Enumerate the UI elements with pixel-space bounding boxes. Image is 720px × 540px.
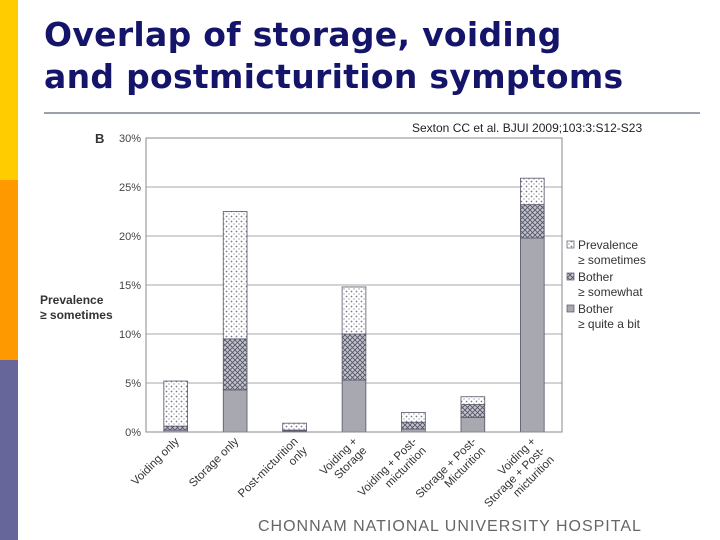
- x-tick-label: Voiding +Storage: [318, 435, 370, 487]
- sidebar-stripe-purple: [0, 360, 18, 540]
- panel-label: B: [95, 131, 104, 146]
- slide-title-line-2: and postmicturition symptoms: [44, 57, 624, 96]
- y-axis-label-line-2: ≥ sometimes: [40, 308, 113, 322]
- sidebar-stripe-yellow: [0, 0, 18, 180]
- bar-segment: [460, 404, 486, 418]
- slide-title-line-1: Overlap of storage, voiding: [44, 15, 562, 54]
- bar-segment: [341, 333, 367, 381]
- y-tick-label: 5%: [125, 378, 141, 390]
- y-axis-label-line-1: Prevalence: [40, 293, 104, 307]
- legend-label: Bother: [578, 302, 613, 316]
- legend-label: Bother: [578, 270, 613, 284]
- legend-label: Prevalence: [578, 238, 638, 252]
- bar-segment: [460, 396, 486, 405]
- slide-title: Overlap of storage, voiding and postmict…: [44, 14, 704, 98]
- x-tick-label-line: Storage only: [187, 435, 241, 489]
- footer-institution: CHONNAM NATIONAL UNIVERSITY HOSPITAL: [258, 518, 642, 535]
- legend-label: ≥ sometimes: [578, 253, 646, 267]
- title-divider: [44, 112, 700, 114]
- bar-segment: [460, 416, 486, 433]
- bar-segment: [222, 338, 248, 391]
- bar-segment: [341, 379, 367, 433]
- legend-label: ≥ somewhat: [578, 285, 643, 299]
- bar-segment: [401, 411, 426, 423]
- sidebar-stripe-orange: [0, 180, 18, 360]
- x-tick-label: Voiding +Storage + Post-micturition: [473, 435, 557, 519]
- bar-segment: [520, 177, 545, 206]
- legend-swatch: [566, 272, 575, 281]
- legend-swatch: [566, 240, 575, 249]
- y-tick-label: 15%: [119, 280, 141, 292]
- y-tick-label: 0%: [125, 427, 141, 439]
- y-tick-label: 10%: [119, 329, 141, 341]
- x-tick-label: Storage + Post-Micturition: [414, 436, 489, 511]
- bar-segment: [163, 380, 188, 427]
- bar-segment: [520, 204, 545, 239]
- bar-segment: [401, 421, 426, 430]
- bar-segment: [341, 286, 367, 335]
- bar-segment: [282, 422, 307, 431]
- bar-segment: [222, 389, 248, 433]
- bar-segment: [520, 237, 545, 433]
- x-tick-label-line: Voiding only: [129, 435, 182, 488]
- bar-segment: [222, 211, 248, 340]
- bar-segment: [163, 425, 188, 431]
- x-tick-label: Storage only: [187, 435, 241, 489]
- plot-frame: [145, 137, 563, 433]
- y-tick-label: 20%: [119, 231, 141, 243]
- sidebar-stripe: [0, 0, 18, 540]
- y-tick-label: 25%: [119, 182, 141, 194]
- y-tick-label: 30%: [119, 133, 141, 145]
- x-tick-label: Voiding only: [129, 435, 182, 488]
- citation: Sexton CC et al. BJUI 2009;103:3:S12-S23: [412, 121, 643, 135]
- legend-label: ≥ quite a bit: [578, 317, 641, 331]
- legend-swatch: [566, 304, 575, 313]
- x-tick-label: Post-micturitiononly: [236, 435, 310, 509]
- x-tick-label-line: Post-micturition: [236, 436, 301, 501]
